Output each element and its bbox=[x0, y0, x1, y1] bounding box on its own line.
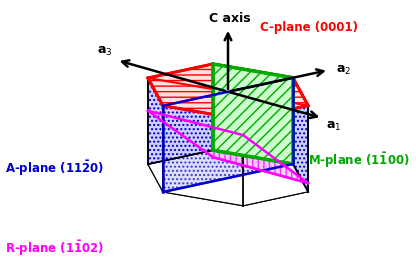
Polygon shape bbox=[148, 111, 308, 183]
Text: R-plane (1$\mathregular{\bar{1}}$02): R-plane (1$\mathregular{\bar{1}}$02) bbox=[5, 239, 104, 257]
Polygon shape bbox=[148, 64, 308, 119]
Polygon shape bbox=[293, 78, 308, 192]
Text: M-plane (1$\mathregular{\bar{1}}$00): M-plane (1$\mathregular{\bar{1}}$00) bbox=[308, 150, 410, 169]
Polygon shape bbox=[213, 64, 293, 164]
Text: C axis: C axis bbox=[209, 12, 251, 25]
Polygon shape bbox=[148, 150, 308, 206]
Polygon shape bbox=[148, 78, 163, 192]
Polygon shape bbox=[213, 64, 293, 164]
Polygon shape bbox=[243, 105, 308, 206]
Text: A-plane (11$\mathregular{\bar{2}}$0): A-plane (11$\mathregular{\bar{2}}$0) bbox=[5, 158, 104, 178]
Polygon shape bbox=[163, 106, 243, 206]
Text: a$_1$: a$_1$ bbox=[326, 120, 342, 133]
Polygon shape bbox=[163, 78, 293, 192]
Text: a$_3$: a$_3$ bbox=[97, 45, 113, 58]
Text: C-plane (0001): C-plane (0001) bbox=[260, 22, 358, 34]
Text: a$_2$: a$_2$ bbox=[336, 63, 351, 77]
Polygon shape bbox=[148, 64, 213, 164]
